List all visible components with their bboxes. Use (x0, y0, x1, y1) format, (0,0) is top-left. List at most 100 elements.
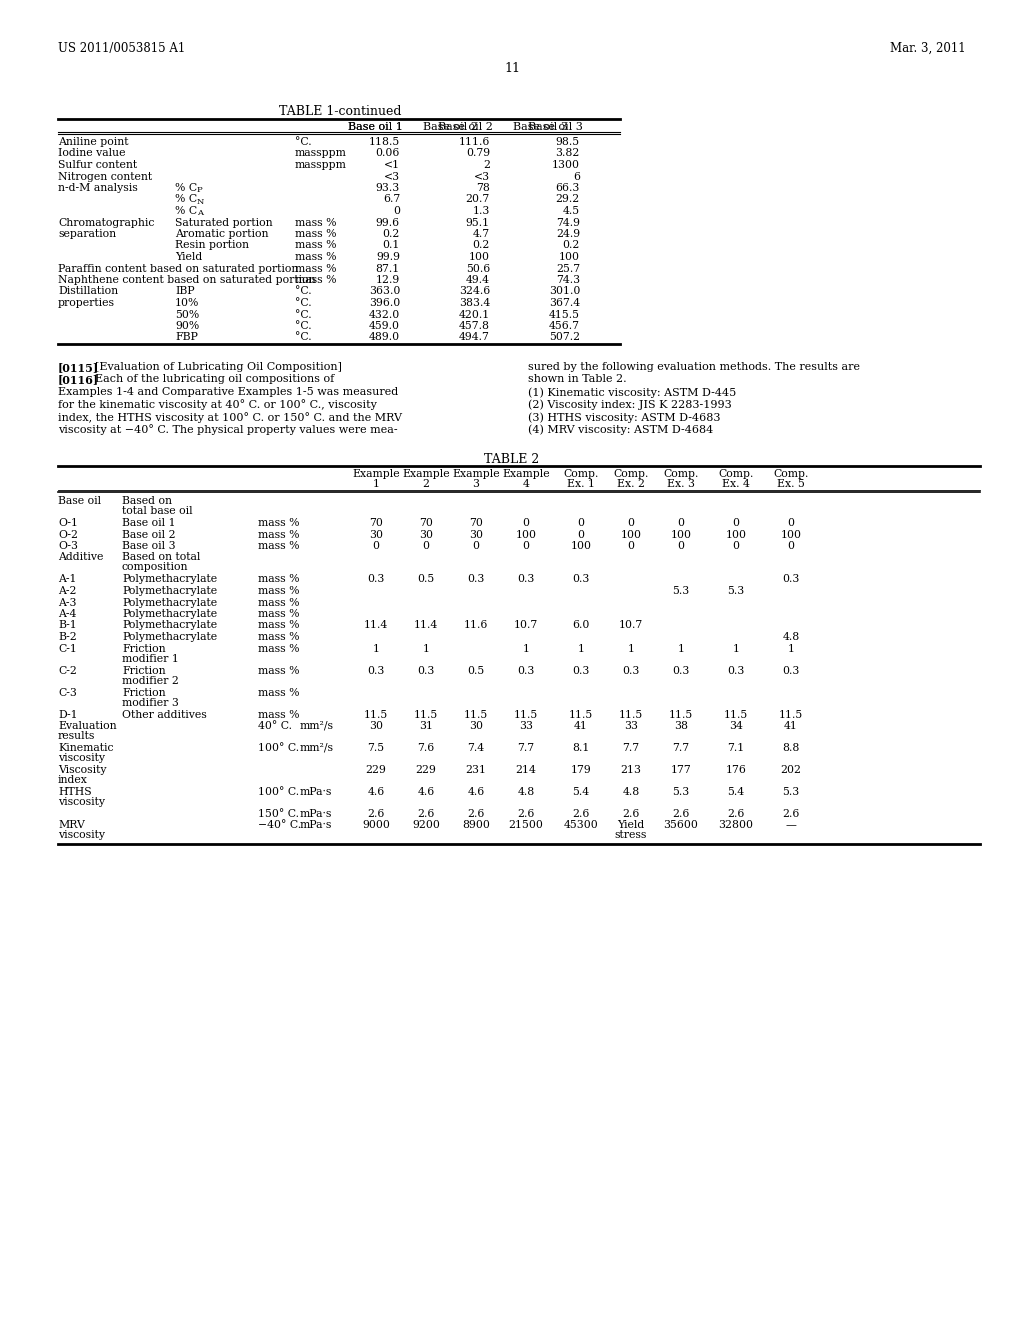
Text: A-1: A-1 (58, 574, 77, 585)
Text: index, the HTHS viscosity at 100° C. or 150° C. and the MRV: index, the HTHS viscosity at 100° C. or … (58, 412, 402, 422)
Text: 100: 100 (671, 529, 691, 540)
Text: Base oil 1: Base oil 1 (122, 517, 176, 528)
Text: n-d-M analysis: n-d-M analysis (58, 183, 138, 193)
Text: 4.8: 4.8 (517, 787, 535, 797)
Text: 3: 3 (472, 479, 479, 488)
Text: Aromatic portion: Aromatic portion (175, 228, 268, 239)
Text: 0: 0 (522, 517, 529, 528)
Text: Chromatographic: Chromatographic (58, 218, 155, 227)
Text: viscosity: viscosity (58, 797, 105, 807)
Text: 0: 0 (732, 541, 739, 550)
Text: 213: 213 (621, 766, 641, 775)
Text: Friction: Friction (122, 688, 166, 697)
Text: 34: 34 (729, 721, 743, 731)
Text: 40° C.: 40° C. (258, 721, 292, 731)
Text: [0116]: [0116] (58, 375, 99, 385)
Text: massppm: massppm (295, 160, 347, 170)
Text: Each of the lubricating oil compositions of: Each of the lubricating oil compositions… (88, 375, 335, 384)
Text: 5.3: 5.3 (782, 787, 800, 797)
Text: 11.5: 11.5 (779, 710, 803, 719)
Text: 4.5: 4.5 (563, 206, 580, 216)
Text: 1.3: 1.3 (473, 206, 490, 216)
Text: Paraffin content based on saturated portion: Paraffin content based on saturated port… (58, 264, 298, 273)
Text: 0: 0 (628, 517, 635, 528)
Text: 8900: 8900 (462, 821, 489, 830)
Text: 324.6: 324.6 (459, 286, 490, 297)
Text: 1: 1 (578, 644, 585, 653)
Text: 456.7: 456.7 (549, 321, 580, 331)
Text: for the kinematic viscosity at 40° C. or 100° C., viscosity: for the kinematic viscosity at 40° C. or… (58, 400, 377, 411)
Text: 489.0: 489.0 (369, 333, 400, 342)
Text: 0: 0 (578, 517, 585, 528)
Text: 432.0: 432.0 (369, 309, 400, 319)
Text: mPa·s: mPa·s (300, 809, 333, 818)
Text: 0.3: 0.3 (727, 665, 744, 676)
Text: Resin portion: Resin portion (175, 240, 249, 251)
Text: 0: 0 (787, 541, 795, 550)
Text: 507.2: 507.2 (549, 333, 580, 342)
Text: 100° C.: 100° C. (258, 743, 299, 752)
Text: °C.: °C. (295, 286, 311, 297)
Text: 363.0: 363.0 (369, 286, 400, 297)
Text: Comp.: Comp. (773, 469, 809, 479)
Text: 11.6: 11.6 (464, 620, 488, 631)
Text: IBP: IBP (175, 286, 195, 297)
Text: mass %: mass % (258, 609, 299, 619)
Text: US 2011/0053815 A1: US 2011/0053815 A1 (58, 42, 185, 55)
Text: 4.6: 4.6 (467, 787, 484, 797)
Text: 70: 70 (419, 517, 433, 528)
Text: Comp.: Comp. (613, 469, 648, 479)
Text: modifier 1: modifier 1 (122, 653, 179, 664)
Text: Example: Example (502, 469, 550, 479)
Text: Yield: Yield (617, 821, 645, 830)
Text: 0: 0 (423, 541, 429, 550)
Text: 1: 1 (373, 479, 380, 488)
Text: Ex. 5: Ex. 5 (777, 479, 805, 488)
Text: A-3: A-3 (58, 598, 77, 607)
Text: MRV: MRV (58, 821, 85, 830)
Text: Example: Example (352, 469, 399, 479)
Text: 177: 177 (671, 766, 691, 775)
Text: mass %: mass % (258, 529, 299, 540)
Text: 20.7: 20.7 (466, 194, 490, 205)
Text: mass %: mass % (258, 632, 299, 642)
Text: 11.5: 11.5 (464, 710, 488, 719)
Text: 74.3: 74.3 (556, 275, 580, 285)
Text: mass %: mass % (295, 264, 337, 273)
Text: mass %: mass % (295, 252, 337, 261)
Text: Base oil 3: Base oil 3 (122, 541, 176, 550)
Text: 11.5: 11.5 (669, 710, 693, 719)
Text: 10.7: 10.7 (514, 620, 539, 631)
Text: 0.3: 0.3 (467, 574, 484, 585)
Text: 150° C.: 150° C. (258, 809, 299, 818)
Text: 2.6: 2.6 (418, 809, 434, 818)
Text: 30: 30 (469, 529, 483, 540)
Text: Base oil 2: Base oil 2 (423, 121, 477, 132)
Text: 0.2: 0.2 (562, 240, 580, 251)
Text: 118.5: 118.5 (369, 137, 400, 147)
Text: 100: 100 (559, 252, 580, 261)
Text: 6.7: 6.7 (383, 194, 400, 205)
Text: Nitrogen content: Nitrogen content (58, 172, 153, 181)
Text: Aniline point: Aniline point (58, 137, 128, 147)
Text: viscosity: viscosity (58, 830, 105, 841)
Text: separation: separation (58, 228, 116, 239)
Text: O-2: O-2 (58, 529, 78, 540)
Text: A-2: A-2 (58, 586, 77, 597)
Text: modifier 3: modifier 3 (122, 697, 179, 708)
Text: °C.: °C. (295, 137, 311, 147)
Text: 0: 0 (678, 541, 684, 550)
Text: massppm: massppm (295, 149, 347, 158)
Text: 11.4: 11.4 (364, 620, 388, 631)
Text: 4: 4 (522, 479, 529, 488)
Text: 66.3: 66.3 (556, 183, 580, 193)
Text: 10.7: 10.7 (618, 620, 643, 631)
Text: 1: 1 (678, 644, 684, 653)
Text: properties: properties (58, 298, 115, 308)
Text: A: A (197, 209, 203, 216)
Text: 90%: 90% (175, 321, 200, 331)
Text: total base oil: total base oil (122, 506, 193, 516)
Text: Polymethacrylate: Polymethacrylate (122, 598, 217, 607)
Text: mm²/s: mm²/s (300, 743, 334, 752)
Text: 4.8: 4.8 (782, 632, 800, 642)
